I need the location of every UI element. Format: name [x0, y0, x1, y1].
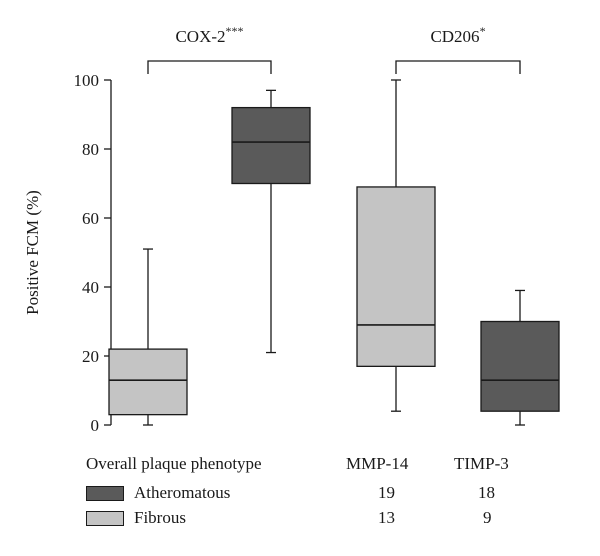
- y-tick-label: 20: [82, 347, 99, 366]
- box-iqr: [108, 348, 188, 416]
- y-axis-label: Positive FCM (%): [23, 190, 42, 315]
- box-iqr: [480, 320, 560, 412]
- y-tick-label: 80: [82, 140, 99, 159]
- box-iqr: [356, 186, 436, 367]
- significance-bracket: [395, 60, 521, 74]
- significance-bracket: [147, 60, 272, 74]
- y-tick-label: 100: [74, 71, 100, 90]
- box-iqr: [231, 106, 311, 185]
- y-tick-label: 60: [82, 209, 99, 228]
- box-timp-3-atheromatous: [480, 289, 560, 426]
- significance-label: CD206*: [430, 24, 485, 46]
- significance-label: COX-2***: [175, 24, 243, 46]
- y-tick-label: 40: [82, 278, 99, 297]
- box-mmp-14-fibrous: [108, 248, 188, 426]
- box-timp-3-fibrous: [356, 79, 436, 412]
- box-mmp-14-atheromatous: [231, 89, 311, 354]
- y-tick-label: 0: [91, 416, 100, 435]
